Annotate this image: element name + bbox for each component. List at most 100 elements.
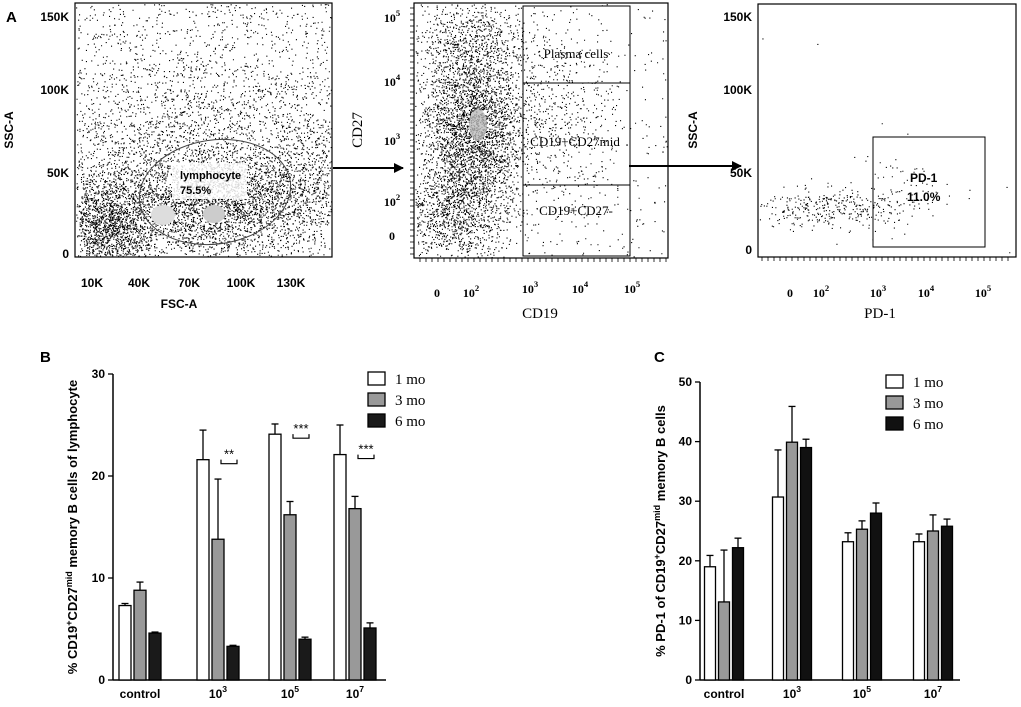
significance-bracket [357,454,375,460]
y-tick-label: 103 [384,131,401,148]
y-tick-label: 0 [745,243,752,257]
flow-plot-frame [74,2,333,258]
x-tick-label: 0 [434,286,440,300]
flow-plot-frame [413,2,669,259]
x-tick-label: 100K [227,276,256,290]
bar-chart-c: 0 10 20 30 40 50 % PD-1 of CD19+CD27mid memory… [652,374,960,701]
gate-label: Plasma cells [544,46,609,61]
x-tick-label: 104 [572,279,589,296]
x-axis-label: FSC-A [161,297,198,311]
y-tick-label: 105 [384,8,400,25]
y-tick-label: 0 [389,229,395,243]
legend-label: 1 mo [395,372,425,388]
y-tick-label: 104 [384,72,401,89]
flow-plot-fsc-ssc: lymphocyte 75.5% 150K 100K 50K 0 10K 40K… [2,2,333,311]
flow-plot-frame [757,3,1017,258]
x-tick-label: 103 [522,279,539,296]
y-tick-label: 50 [679,375,693,389]
y-tick-label: 0 [98,673,105,687]
panel-label-c: C [654,349,665,366]
bar [799,446,813,681]
y-axis-label: % CD19+CD27mid memory B cells of lymphoc… [64,380,80,674]
bar [912,541,926,681]
y-tick-label: 0 [62,247,69,261]
bar [869,512,883,681]
gate-label: CD19+CD27mid [530,134,620,149]
y-tick-label: 10 [92,571,106,585]
pd1-gate [872,136,986,248]
category-label: control [704,687,745,701]
legend-swatch [885,416,904,431]
bar [940,525,954,681]
y-tick-label: 102 [384,192,400,209]
panel-label-a: A [6,9,17,26]
y-tick-label: 20 [679,554,693,568]
gate-label: PD-1 [910,171,938,185]
significance-label: *** [293,421,308,436]
legend-swatch [367,392,386,407]
y-tick-label: 50K [47,166,69,180]
scatter-dots [415,4,668,259]
x-tick-label: 0 [787,286,793,300]
y-tick-label: 100K [40,83,69,97]
x-tick-label: 130K [277,276,306,290]
bar [148,632,162,681]
x-tick-label: 102 [813,283,829,300]
legend-label: 1 mo [913,375,943,391]
gate-percent: 75.5% [180,185,211,197]
y-tick-label: 0 [685,673,692,687]
bar [855,528,869,681]
bar [348,507,362,681]
gate-label: lymphocyte [180,170,241,182]
category-label: 105 [281,684,299,701]
legend-label: 3 mo [913,396,943,412]
x-tick-label: 105 [975,283,991,300]
legend-swatch [367,413,386,428]
bar [926,530,940,681]
y-tick-label: 20 [92,469,106,483]
bar [196,459,210,681]
bar [118,604,132,681]
y-tick-label: 100K [723,83,752,97]
bar [298,638,312,681]
legend-swatch [367,371,386,386]
bar [133,589,147,681]
bar [268,433,282,681]
y-tick-label: 150K [723,10,752,24]
category-label: control [120,687,161,701]
x-axis-label: CD19 [522,306,558,322]
x-tick-label: 10K [81,276,103,290]
x-axis-label: PD-1 [864,306,896,322]
y-axis-label: CD27 [350,112,366,148]
bar [785,441,799,681]
y-tick-label: 50K [730,166,752,180]
bar [731,547,745,681]
flow-plot-pd1-ssc: PD-1 11.0% 150K 100K 50K 0 0 102 103 104 105… [686,3,1017,322]
panel-label-b: B [40,349,51,366]
y-tick-label: 150K [40,10,69,24]
legend-swatch [885,374,904,389]
x-tick-label: 70K [178,276,200,290]
y-tick-label: 10 [679,613,693,627]
bar [333,453,347,681]
category-label: 107 [924,684,942,701]
x-tick-label: 103 [870,283,887,300]
y-tick-label: 30 [679,494,693,508]
significance-bracket [292,434,310,439]
legend-swatch [885,395,904,410]
y-axis-label: SSC-A [686,111,700,149]
bar [363,627,377,681]
category-label: 103 [209,684,227,701]
bar [211,538,225,681]
x-tick-label: 102 [463,283,479,300]
category-label: 103 [783,684,801,701]
significance-label: *** [358,442,373,457]
cd27neg-gate [522,184,631,257]
bar [283,514,297,681]
lymphocyte-gate [138,138,292,246]
category-label: 105 [853,684,871,701]
y-tick-label: 40 [679,435,693,449]
category-label: 107 [346,684,364,701]
bar [703,566,717,681]
